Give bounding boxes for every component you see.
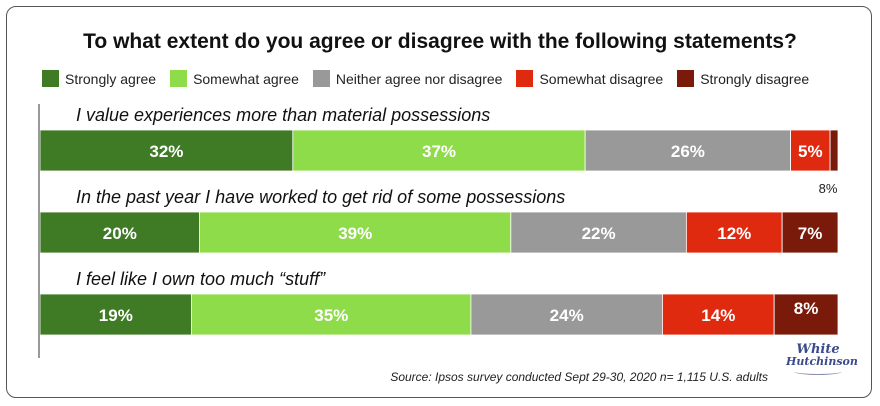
legend-swatch xyxy=(677,70,695,87)
bar-segment xyxy=(829,129,839,172)
logo-line-2: Hutchinson xyxy=(786,355,858,368)
logo-wave-icon xyxy=(794,368,842,375)
source-note: Source: Ipsos survey conducted Sept 29-3… xyxy=(390,370,768,384)
legend-label: Strongly disagree xyxy=(700,70,810,87)
data-label: 7% xyxy=(798,224,823,243)
data-label: 5% xyxy=(798,142,823,161)
data-label: 14% xyxy=(701,306,735,325)
data-label: 20% xyxy=(103,224,137,243)
category-label: I value experiences more than material p… xyxy=(76,105,490,125)
bar-segment xyxy=(773,293,839,336)
chart-legend: Strongly agree Somewhat agree Neither agre… xyxy=(42,70,823,87)
bar-segment xyxy=(685,211,783,254)
data-label: 37% xyxy=(422,142,456,161)
data-label: 8% xyxy=(794,299,819,318)
data-label: 39% xyxy=(338,224,372,243)
bar-segment xyxy=(790,129,831,172)
data-label: 19% xyxy=(99,306,133,325)
white-hutchinson-logo: White Hutchinson xyxy=(786,342,858,384)
data-label: 8% xyxy=(819,181,838,196)
data-label: 26% xyxy=(671,142,705,161)
bar-segment xyxy=(584,129,791,172)
bar-segment xyxy=(199,211,512,254)
legend-item: Neither agree nor disagree xyxy=(312,70,503,87)
legend-label: Somewhat disagree xyxy=(539,70,664,87)
legend-swatch xyxy=(516,70,534,87)
data-label: 22% xyxy=(582,224,616,243)
bar-segment xyxy=(39,211,201,254)
legend-swatch xyxy=(170,70,188,87)
legend-item: Strongly agree xyxy=(42,70,156,87)
legend-label: Strongly agree xyxy=(65,70,157,87)
legend-item: Somewhat agree xyxy=(170,70,299,87)
bar-segment xyxy=(39,293,193,336)
chart-title: To what extent do you agree or disagree … xyxy=(83,30,797,53)
bar-segment xyxy=(510,211,687,254)
legend-label: Somewhat agree xyxy=(193,70,299,87)
bar-segment xyxy=(470,293,663,336)
legend-item: Somewhat disagree xyxy=(516,70,663,87)
legend-swatch xyxy=(42,70,59,87)
bar-segment xyxy=(191,293,472,336)
bar-segment xyxy=(781,211,839,254)
legend-label: Neither agree nor disagree xyxy=(335,70,503,87)
data-label: 24% xyxy=(550,306,584,325)
data-label: 32% xyxy=(149,142,183,161)
bar-segment xyxy=(292,129,586,172)
bar-segment xyxy=(39,129,294,172)
data-label: 12% xyxy=(717,224,751,243)
legend-swatch xyxy=(312,70,330,87)
category-label: In the past year I have worked to get ri… xyxy=(76,187,565,207)
logo-line-1: White xyxy=(796,342,840,357)
legend-item: Strongly disagree xyxy=(677,70,809,87)
data-label: 35% xyxy=(314,306,348,325)
bar-segment xyxy=(662,293,775,336)
category-label: I feel like I own too much “stuff” xyxy=(76,269,326,289)
